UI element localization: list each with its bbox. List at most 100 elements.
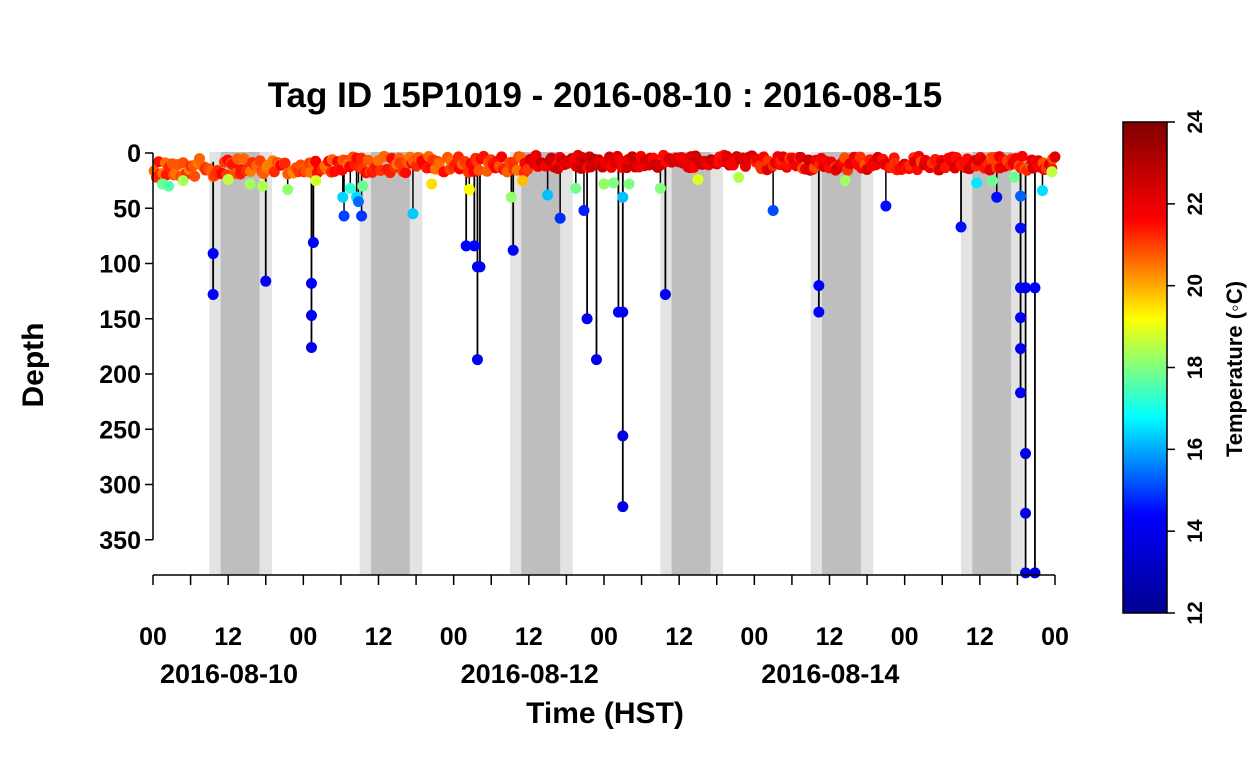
data-point	[623, 178, 635, 190]
data-point	[578, 204, 590, 216]
colorbar-label: Temperature (◦C)	[1222, 281, 1247, 457]
data-point	[260, 275, 272, 287]
data-point	[607, 177, 619, 189]
date-label: 2016-08-12	[461, 659, 599, 689]
data-point	[474, 261, 486, 273]
y-tick-label: 50	[113, 195, 141, 223]
date-label: 2016-08-10	[160, 659, 298, 689]
data-point	[767, 204, 779, 216]
data-point	[305, 309, 317, 321]
x-axis-label: Time (HST)	[526, 697, 684, 730]
x-tick-label: 00	[740, 623, 768, 651]
data-point	[971, 177, 983, 189]
night-shade	[821, 152, 861, 575]
data-point	[617, 306, 629, 318]
data-point	[222, 174, 234, 186]
x-tick-label: 00	[139, 623, 167, 651]
data-point	[1015, 190, 1027, 202]
y-tick-label: 100	[99, 251, 141, 279]
data-point	[310, 175, 322, 187]
data-point	[1046, 166, 1058, 178]
data-point	[617, 430, 629, 442]
data-point	[598, 178, 610, 190]
chart-title: Tag ID 15P1019 - 2016-08-10 : 2016-08-15	[268, 76, 943, 115]
data-point	[1029, 567, 1041, 579]
surface-point	[1049, 151, 1061, 163]
data-point	[659, 288, 671, 300]
surface-point	[1016, 150, 1028, 162]
surface-point	[400, 167, 412, 179]
data-point	[460, 240, 472, 252]
colorbar-tick-label: 22	[1184, 192, 1207, 215]
data-point	[590, 354, 602, 366]
data-point	[654, 182, 666, 194]
y-axis-label: Depth	[17, 323, 50, 408]
data-point	[207, 248, 219, 260]
x-tick-label: 12	[665, 623, 693, 651]
x-tick-label: 00	[289, 623, 317, 651]
data-point	[471, 354, 483, 366]
data-point	[1008, 171, 1020, 183]
x-tick-label: 12	[966, 623, 994, 651]
colorbar-tick-label: 18	[1184, 356, 1207, 380]
surface-point	[279, 157, 291, 169]
surface-point	[496, 151, 508, 163]
x-tick-label: 12	[365, 623, 393, 651]
data-point	[617, 191, 629, 203]
y-tick-label: 300	[99, 472, 141, 500]
data-point	[986, 175, 998, 187]
data-point	[955, 221, 967, 233]
y-tick-label: 350	[99, 527, 141, 555]
data-point	[991, 191, 1003, 203]
data-point	[305, 277, 317, 289]
data-point	[733, 171, 745, 183]
night-shade	[220, 152, 260, 575]
data-point	[257, 180, 269, 192]
surface-band	[148, 149, 1061, 183]
x-tick-label: 00	[440, 623, 468, 651]
surface-point	[238, 153, 250, 165]
date-label: 2016-08-14	[761, 659, 899, 689]
data-point	[813, 280, 825, 292]
y-axis: 0 50 100 150 200 250 300 350	[99, 140, 154, 555]
data-point	[337, 191, 349, 203]
data-point	[344, 182, 356, 194]
data-point	[517, 175, 529, 187]
data-point	[305, 341, 317, 353]
data-point	[1020, 507, 1032, 519]
y-tick-label: 250	[99, 416, 141, 444]
night-shade	[521, 152, 561, 575]
night-shading	[209, 152, 1024, 575]
data-point	[1015, 312, 1027, 324]
x-axis: 00 12 00 12 00 12 00 12 00 12 00 12 00 2016-08-10 2016…	[139, 574, 1069, 689]
x-tick-label: 12	[816, 623, 844, 651]
x-tick-label: 12	[214, 623, 242, 651]
surface-point	[626, 151, 638, 163]
data-point	[542, 189, 554, 201]
x-tick-label: 00	[1041, 623, 1069, 651]
data-point	[1020, 282, 1032, 294]
x-tick-label: 00	[590, 623, 618, 651]
colorbar-tick-label: 12	[1184, 601, 1207, 624]
data-point	[282, 183, 294, 195]
data-point	[880, 200, 892, 212]
colorbar-tick-label: 24	[1184, 110, 1207, 134]
data-point	[839, 175, 851, 187]
data-point	[177, 175, 189, 187]
colorbar: 12 14 16 18 20 22 24	[1122, 110, 1207, 625]
data-point	[813, 306, 825, 318]
night-shade	[671, 152, 711, 575]
data-point	[1029, 282, 1041, 294]
data-point	[307, 237, 319, 249]
data-point	[1015, 222, 1027, 234]
data-point	[1020, 448, 1032, 460]
data-point	[570, 182, 582, 194]
data-point	[554, 212, 566, 224]
night-shade	[972, 152, 1012, 575]
dive-lines	[212, 161, 1044, 573]
data-point	[468, 240, 480, 252]
data-point	[505, 191, 517, 203]
surface-point	[362, 154, 374, 166]
y-tick-label: 150	[99, 306, 141, 334]
